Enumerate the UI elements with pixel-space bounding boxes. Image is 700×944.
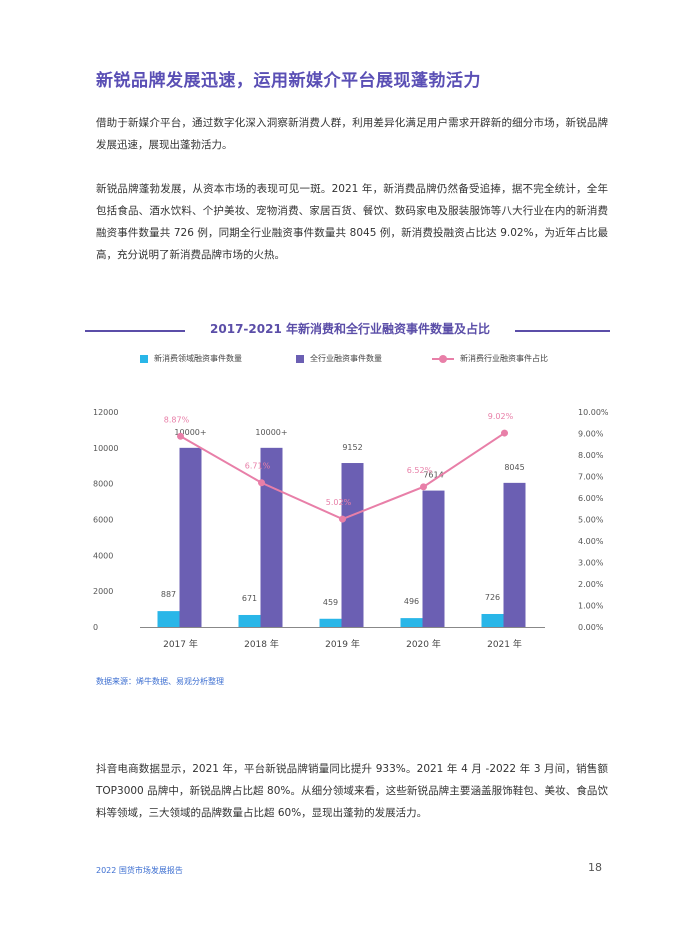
y-right-tick-label: 8.00%	[578, 451, 604, 460]
point-label-share: 9.02%	[488, 412, 514, 421]
bar-label-new-consumer: 726	[485, 593, 500, 602]
legend-label-new-consumer: 新消费领域融资事件数量	[154, 354, 242, 363]
legend-swatch-new-consumer	[140, 354, 148, 363]
legend-item-all-industry: 全行业融资事件数量	[296, 353, 382, 364]
legend-item-new-consumer: 新消费领域融资事件数量	[140, 353, 242, 364]
y-right-tick-label: 10.00%	[578, 408, 609, 417]
x-tick-label: 2018 年	[244, 638, 279, 650]
chart-title-rule-left	[85, 330, 185, 332]
y-right-tick-label: 9.00%	[578, 430, 604, 439]
bar-all-industry	[179, 447, 202, 627]
paragraph-capital: 新锐品牌蓬勃发展，从资本市场的表现可见一斑。2021 年，新消费品牌仍然备受追捧…	[96, 183, 608, 261]
point-label-share: 6.71%	[245, 462, 271, 471]
footer-report-name: 2022 国货市场发展报告	[96, 866, 183, 875]
legend-item-share: 新消费行业融资事件占比	[432, 353, 548, 364]
bar-all-industry	[503, 482, 526, 627]
y-left-tick-label: 6000	[93, 516, 113, 525]
bar-label-new-consumer: 887	[161, 590, 176, 599]
y-right-tick-label: 2.00%	[578, 580, 604, 589]
point-label-share: 5.02%	[326, 498, 352, 507]
source-note: 数据来源：烯牛数据、易观分析整理	[96, 677, 224, 686]
y-left-tick-label: 10000	[93, 444, 118, 453]
bar-all-industry	[341, 463, 364, 627]
bar-new-consumer	[157, 611, 180, 627]
y-right-tick-label: 5.00%	[578, 516, 604, 525]
legend-swatch-share	[432, 354, 454, 363]
y-right-tick-label: 1.00%	[578, 602, 604, 611]
chart-title: 2017-2021 年新消费和全行业融资事件数量及占比	[210, 322, 490, 336]
point-label-share: 8.87%	[164, 415, 190, 424]
paragraph-intro: 借助于新媒介平台，通过数字化深入洞察新消费人群，利用差异化满足用户需求开辟新的细…	[96, 117, 608, 151]
bar-label-new-consumer: 671	[242, 594, 257, 603]
point-share	[177, 432, 184, 440]
bar-new-consumer	[238, 614, 261, 627]
y-right-tick-label: 0.00%	[578, 623, 604, 632]
point-share	[339, 515, 346, 523]
paragraph-douyin: 抖音电商数据显示，2021 年，平台新锐品牌销量同比提升 933%。2021 年…	[96, 763, 608, 819]
bar-label-all-industry: 8045	[504, 463, 524, 472]
x-tick-label: 2020 年	[406, 638, 441, 650]
point-share	[420, 483, 427, 491]
y-right-tick-label: 3.00%	[578, 559, 604, 568]
chart-title-rule-right	[515, 330, 610, 332]
bar-label-all-industry: 9152	[342, 443, 362, 452]
y-right-tick-label: 6.00%	[578, 494, 604, 503]
bar-label-all-industry: 7614	[423, 471, 443, 480]
bar-new-consumer	[319, 618, 342, 627]
x-tick-label: 2019 年	[325, 638, 360, 650]
y-left-tick-label: 0	[93, 623, 98, 632]
bar-new-consumer	[481, 613, 504, 627]
footer-page-number: 18	[588, 861, 602, 874]
legend-label-all-industry: 全行业融资事件数量	[310, 354, 382, 363]
bar-new-consumer	[400, 618, 423, 627]
y-left-tick-label: 2000	[93, 587, 113, 596]
y-right-tick-label: 4.00%	[578, 537, 604, 546]
section-title: 新锐品牌发展迅速，运用新媒介平台展现蓬勃活力	[96, 71, 481, 91]
x-tick-label: 2021 年	[487, 638, 522, 650]
point-label-share: 6.52%	[407, 466, 433, 475]
x-tick-label: 2017 年	[163, 638, 198, 650]
bar-label-all-industry: 10000+	[255, 428, 287, 437]
bar-label-new-consumer: 496	[404, 597, 419, 606]
bar-all-industry	[260, 447, 283, 627]
bar-all-industry	[422, 490, 445, 627]
y-left-tick-label: 4000	[93, 551, 113, 560]
point-share	[501, 429, 508, 437]
point-share	[258, 479, 265, 487]
legend-label-share: 新消费行业融资事件占比	[460, 354, 548, 363]
bar-label-all-industry: 10000+	[174, 428, 206, 437]
y-left-tick-label: 12000	[93, 408, 118, 417]
bar-label-new-consumer: 459	[323, 598, 338, 607]
y-right-tick-label: 7.00%	[578, 473, 604, 482]
legend-swatch-all-industry	[296, 354, 304, 363]
y-left-tick-label: 8000	[93, 480, 113, 489]
